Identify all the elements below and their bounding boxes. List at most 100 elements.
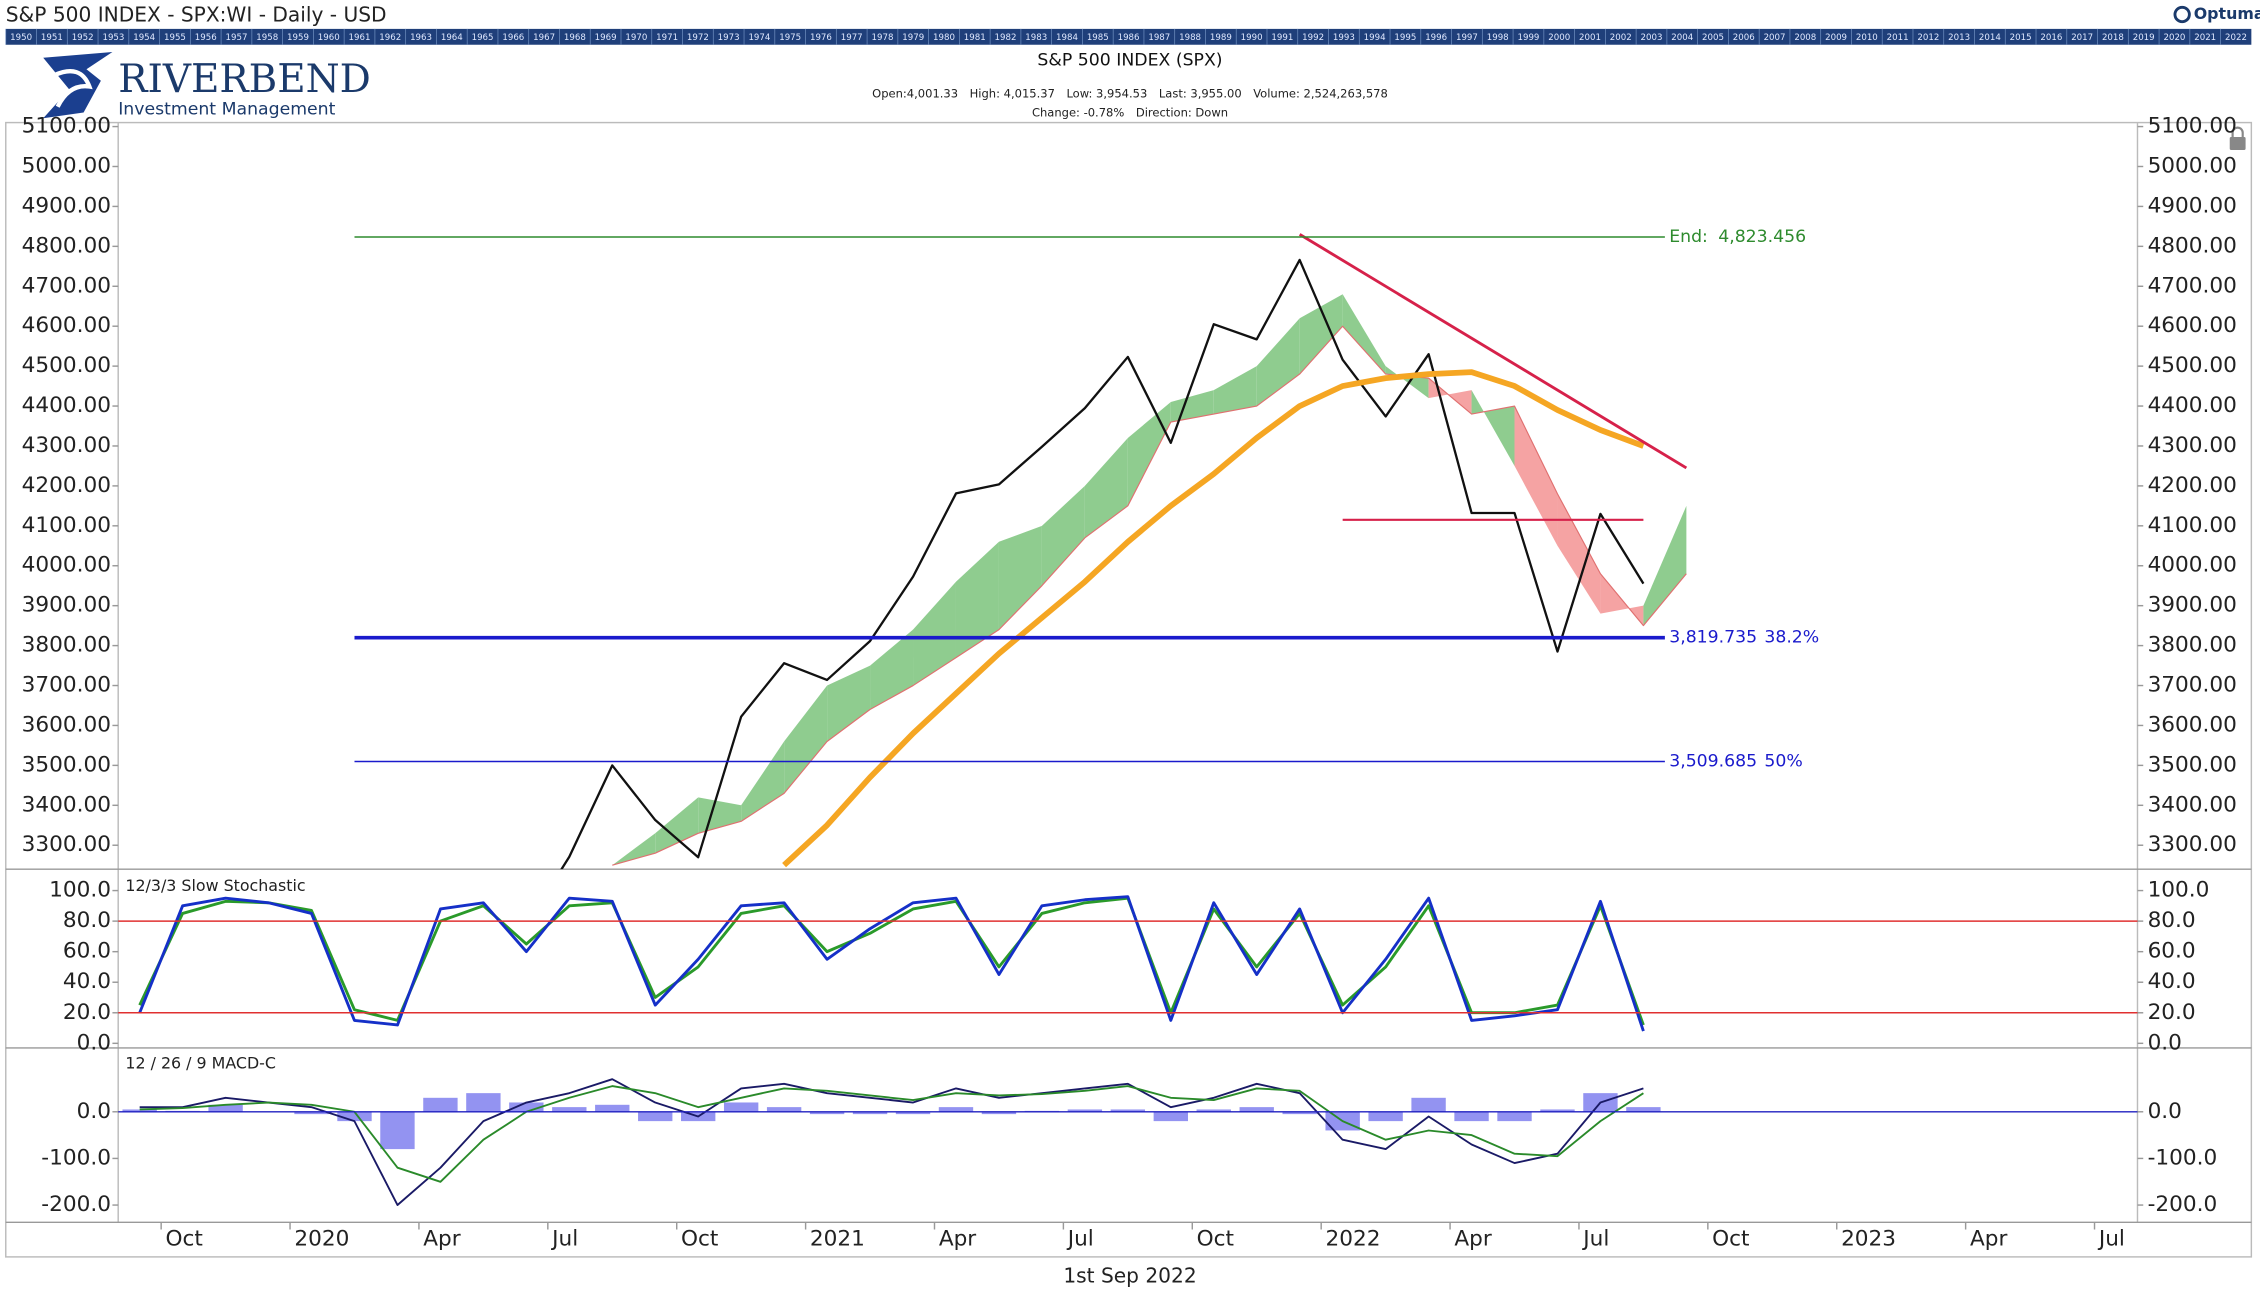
x-tick-label: Jul [1581,1227,1609,1252]
y-tick-label-right: 3800.00 [2148,633,2237,658]
year-label: 1955 [164,33,186,43]
histogram-bar [1239,1107,1274,1112]
year-label: 2002 [1610,33,1632,43]
year-label: 1956 [195,33,217,43]
year-label: 2012 [1917,33,1939,43]
histogram-bar [294,1111,329,1115]
x-tick-label: Apr [939,1227,976,1252]
histogram-bar [1110,1109,1146,1112]
y-tick-label-right: 3600.00 [2148,712,2237,737]
histogram-bar [1153,1111,1188,1122]
y-tick-label-right: 40.0 [2148,969,2196,994]
y-tick-label: 40.0 [63,969,111,994]
year-strip-labels: 1950 1951 1952 1953 1954 1955 1956 1957 1958 1959… [5,28,2247,45]
y-tick-label-right: 4800.00 [2148,233,2237,258]
cloud-segment [827,665,871,742]
histogram-bar [852,1111,888,1115]
y-tick-label: 4700.00 [22,273,111,298]
year-label: 2016 [2040,33,2062,43]
year-label: 1995 [1394,33,1416,43]
x-tick-label: Jul [2097,1227,2125,1252]
year-label: 1992 [1302,33,1324,43]
y-tick-label-right: 4300.00 [2148,433,2237,458]
year-label: 1997 [1456,33,1478,43]
histogram-bar [981,1111,1017,1115]
year-label: 1969 [595,33,617,43]
info-item: Direction: Down [1136,105,1228,119]
y-tick-label-right: 5100.00 [2148,114,2237,139]
y-tick-label: -200.0 [41,1192,111,1217]
series-line [560,258,1645,870]
year-label: 1983 [1025,33,1047,43]
cloud-segment [1256,318,1300,407]
info-item: Low: 3,954.53 [1066,86,1147,100]
year-label: 1958 [256,33,278,43]
year-label: 1963 [410,33,432,43]
year-strip [5,28,2252,45]
y-tick-label: 4400.00 [22,393,111,418]
y-tick-label: 4100.00 [22,513,111,538]
lock-shackle [2231,126,2244,137]
histogram-bar [1368,1111,1403,1122]
y-tick-label: 3900.00 [22,593,111,618]
panel-title: 12/3/3 Slow Stochastic [125,876,305,895]
year-label: 1994 [1364,33,1386,43]
logo-swoosh [53,69,93,108]
y-tick-label-right: 0.0 [2148,1030,2182,1055]
histogram-bar [466,1093,501,1112]
cloud-segment [1557,493,1601,614]
y-tick-label: 4800.00 [22,233,111,258]
year-label: 1988 [1179,33,1201,43]
y-tick-label-right: 4700.00 [2148,273,2237,298]
panel-plot [122,1078,1661,1206]
year-label: 1993 [1333,33,1355,43]
y-tick-label: 5100.00 [22,114,111,139]
year-label: 1978 [871,33,893,43]
series-line [139,1085,1644,1183]
cloud-segment [1471,390,1515,466]
year-label: 1986 [1118,33,1140,43]
trendline [1298,233,1688,470]
year-label: 1961 [349,33,371,43]
year-label: 2017 [2071,33,2093,43]
frame [5,121,2253,1258]
y-tick-label: 20.0 [63,1000,111,1025]
cloud-segment [998,525,1042,630]
lock-icon[interactable] [2229,136,2246,150]
year-label: 1972 [687,33,709,43]
info-item: High: 4,015.37 [970,86,1055,100]
year-label: 1990 [1241,33,1263,43]
year-label: 2000 [1548,33,1570,43]
y-tick-label: 4600.00 [22,313,111,338]
histogram-bar [1454,1111,1489,1122]
y-tick-label-right: 20.0 [2148,1000,2196,1025]
series-line [138,895,1645,1032]
year-label: 1965 [472,33,494,43]
cloud-segment [1127,402,1171,506]
x-tick-label: Oct [681,1227,718,1252]
year-label: 2015 [2010,33,2032,43]
year-label: 2008 [1794,33,1816,43]
histogram-bar [423,1097,458,1112]
y-tick-label-right: 100.0 [2148,878,2210,903]
year-label: 1964 [441,33,463,43]
cloud-segment [955,541,999,658]
series-line [139,1078,1644,1206]
y-tick-label-right: 60.0 [2148,939,2196,964]
y-tick-label: 5000.00 [22,153,111,178]
cloud-segment [1084,437,1128,538]
year-label: 2019 [2133,33,2155,43]
year-label: 1973 [718,33,740,43]
y-tick-label: 0.0 [77,1030,111,1055]
y-tick-label-right: 4100.00 [2148,513,2237,538]
histogram-bar [895,1111,931,1115]
y-tick-label: 4300.00 [22,433,111,458]
year-label: 2021 [2194,33,2216,43]
year-label: 2014 [1979,33,2001,43]
y-tick-label-right: 4400.00 [2148,393,2237,418]
x-tick-label: Jul [1066,1227,1094,1252]
year-label: 2011 [1887,33,1909,43]
